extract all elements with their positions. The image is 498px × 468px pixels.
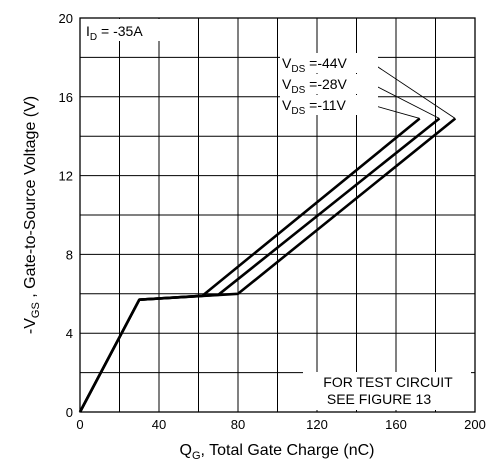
x-tick-label: 0 — [76, 417, 83, 432]
condition-label: ID = -35A — [86, 23, 143, 43]
y-tick-label: 12 — [59, 169, 73, 184]
note-line-1: FOR TEST CIRCUIT — [323, 374, 453, 390]
y-axis-title: -VGS , Gate-to-Source Voltage (V) — [22, 96, 42, 334]
series-line-1 — [78, 117, 441, 413]
x-axis-title: QG, Total Gate Charge (nC) — [179, 442, 374, 462]
series-curves — [78, 117, 457, 413]
y-tick-label: 4 — [66, 326, 73, 341]
y-tick-label: 8 — [66, 247, 73, 262]
y-tick-label: 20 — [59, 11, 73, 26]
x-tick-label: 200 — [464, 417, 486, 432]
y-tick-label: 0 — [66, 405, 73, 420]
series-leader-0 — [371, 62, 456, 119]
label-leaders — [371, 62, 456, 119]
series-label-2: VDS =-11V — [282, 97, 347, 117]
tick-labels: 0 40 80 120 160 200 0 4 8 12 16 20 — [59, 11, 486, 432]
x-tick-label: 160 — [385, 417, 407, 432]
series-label-0: VDS =-44V — [282, 55, 348, 75]
series-label-bg — [280, 95, 378, 115]
note-bg — [303, 372, 471, 410]
series-label-bg — [280, 53, 378, 73]
series-label-1: VDS =-28V — [282, 76, 348, 96]
y-tick-label: 16 — [59, 90, 73, 105]
x-tick-label: 120 — [306, 417, 328, 432]
condition-label-bg — [82, 19, 168, 41]
series-leader-1 — [371, 83, 440, 119]
x-tick-label: 40 — [152, 417, 166, 432]
grid-lines — [80, 18, 475, 412]
x-tick-label: 80 — [231, 417, 245, 432]
series-label-bg — [280, 74, 378, 94]
series-line-2 — [78, 117, 421, 413]
series-line-0 — [78, 117, 457, 413]
plot-frame — [79, 17, 476, 413]
series-leader-2 — [371, 104, 420, 119]
note-line-2: SEE FIGURE 13 — [327, 391, 431, 407]
